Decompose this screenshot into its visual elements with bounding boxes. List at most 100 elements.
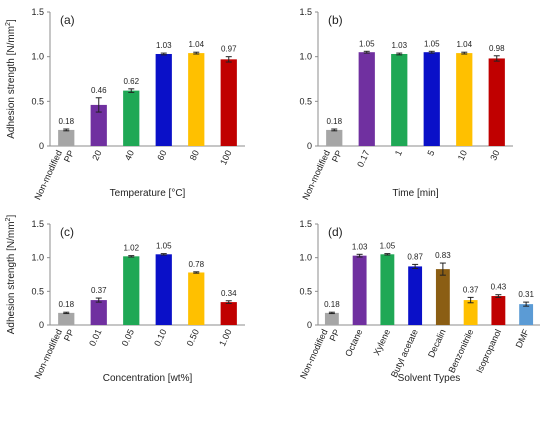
panel-label: (c) bbox=[60, 225, 74, 239]
x-tick-label: Octane bbox=[343, 328, 364, 359]
data-label: 0.37 bbox=[463, 285, 479, 294]
x-tick-label: Non-modified bbox=[32, 328, 64, 381]
x-tick-label: Decalin bbox=[426, 328, 448, 359]
x-tick-label: Non-modified bbox=[298, 328, 330, 381]
data-label: 1.05 bbox=[156, 242, 172, 251]
panel-label: (d) bbox=[328, 225, 343, 239]
bar bbox=[90, 300, 107, 325]
bar bbox=[90, 104, 107, 146]
x-tick-label: PP bbox=[62, 328, 76, 343]
x-tick-label: 20 bbox=[90, 149, 103, 162]
y-tick-label: 1.0 bbox=[31, 52, 44, 62]
data-label: 0.18 bbox=[58, 300, 74, 309]
bar bbox=[155, 254, 172, 325]
y-tick-label: 0 bbox=[39, 320, 44, 330]
x-tick-label: PP bbox=[62, 149, 76, 164]
bar bbox=[188, 53, 205, 146]
y-tick-label: 0.5 bbox=[31, 96, 44, 106]
x-tick-label: 100 bbox=[218, 149, 233, 167]
bar bbox=[352, 255, 367, 325]
y-tick-label: 1.5 bbox=[31, 7, 44, 17]
y-tick-label: 1.0 bbox=[31, 253, 44, 263]
y-tick-label: 1.0 bbox=[299, 52, 312, 62]
x-tick-label: 5 bbox=[425, 149, 436, 158]
x-tick-label: 10 bbox=[456, 149, 469, 162]
data-label: 0.43 bbox=[491, 283, 507, 292]
x-tick-label: PP bbox=[330, 149, 344, 164]
x-tick-label: 0.50 bbox=[185, 328, 201, 348]
data-label: 0.62 bbox=[123, 77, 139, 86]
y-tick-label: 1.5 bbox=[299, 7, 312, 17]
data-label: 1.04 bbox=[456, 40, 472, 49]
bar bbox=[155, 53, 172, 147]
x-tick-label: Benzonitrile bbox=[446, 328, 475, 375]
data-label: 1.05 bbox=[359, 39, 375, 48]
y-tick-label: 0 bbox=[307, 141, 312, 151]
x-tick-label: DMF bbox=[514, 327, 532, 349]
x-tick-label: 0.17 bbox=[355, 149, 371, 169]
data-label: 0.87 bbox=[407, 252, 423, 261]
data-label: 1.05 bbox=[424, 39, 440, 48]
x-tick-label: 0.05 bbox=[120, 328, 136, 348]
x-tick-label: Non-modified bbox=[300, 149, 332, 202]
data-label: 0.31 bbox=[518, 290, 534, 299]
x-tick-label: Butyl acetate bbox=[389, 328, 420, 379]
x-tick-label: Non-modified bbox=[32, 149, 64, 202]
data-label: 1.03 bbox=[156, 41, 172, 50]
bar bbox=[220, 59, 237, 147]
x-tick-label: 0.01 bbox=[87, 328, 103, 348]
x-tick-label: Xylene bbox=[371, 328, 392, 357]
x-tick-label: 1 bbox=[393, 149, 404, 158]
x-tick-label: 1.00 bbox=[217, 328, 233, 348]
y-tick-label: 0.5 bbox=[31, 286, 44, 296]
data-label: 0.18 bbox=[58, 117, 74, 126]
bar bbox=[491, 296, 506, 325]
data-label: 0.83 bbox=[435, 251, 451, 260]
panel-label: (a) bbox=[60, 13, 75, 27]
data-label: 1.04 bbox=[188, 40, 204, 49]
y-tick-label: 0 bbox=[39, 141, 44, 151]
x-axis-title: Concentration [wt%] bbox=[103, 373, 193, 384]
y-tick-label: 0.5 bbox=[299, 96, 312, 106]
bar bbox=[220, 302, 237, 325]
data-label: 0.37 bbox=[91, 286, 107, 295]
bar bbox=[380, 254, 395, 325]
data-label: 0.46 bbox=[91, 86, 107, 95]
bar bbox=[58, 129, 75, 146]
data-label: 0.34 bbox=[221, 289, 237, 298]
bar bbox=[326, 129, 343, 146]
y-tick-label: 0.5 bbox=[299, 286, 312, 296]
data-label: 1.05 bbox=[380, 242, 396, 251]
x-axis-title: Solvent Types bbox=[398, 373, 461, 384]
bar bbox=[324, 312, 339, 325]
data-label: 0.78 bbox=[188, 260, 204, 269]
bar bbox=[391, 53, 408, 147]
bar bbox=[423, 52, 440, 147]
data-label: 0.18 bbox=[324, 300, 340, 309]
y-tick-label: 1.0 bbox=[299, 253, 312, 263]
bar bbox=[435, 269, 450, 325]
x-axis-title: Temperature [°C] bbox=[110, 188, 186, 199]
data-label: 0.97 bbox=[221, 45, 237, 54]
y-axis-title: Adhesion strength [N/mm2] bbox=[5, 215, 17, 335]
y-tick-label: 1.5 bbox=[31, 219, 44, 229]
x-tick-label: PP bbox=[328, 328, 342, 343]
x-tick-label: 0.10 bbox=[152, 328, 168, 348]
bar bbox=[58, 312, 75, 325]
x-tick-label: 30 bbox=[488, 149, 501, 162]
x-tick-label: Isopropanol bbox=[474, 328, 503, 375]
x-axis-title: Time [min] bbox=[392, 188, 439, 199]
data-label: 1.02 bbox=[123, 244, 139, 253]
bar bbox=[123, 90, 140, 146]
bar bbox=[519, 304, 534, 325]
x-tick-label: 40 bbox=[123, 149, 136, 162]
y-axis-title: Adhesion strength [N/mm2] bbox=[5, 19, 17, 139]
bar bbox=[463, 300, 478, 325]
bar bbox=[408, 266, 423, 325]
y-tick-label: 0 bbox=[307, 320, 312, 330]
bar bbox=[188, 272, 205, 325]
